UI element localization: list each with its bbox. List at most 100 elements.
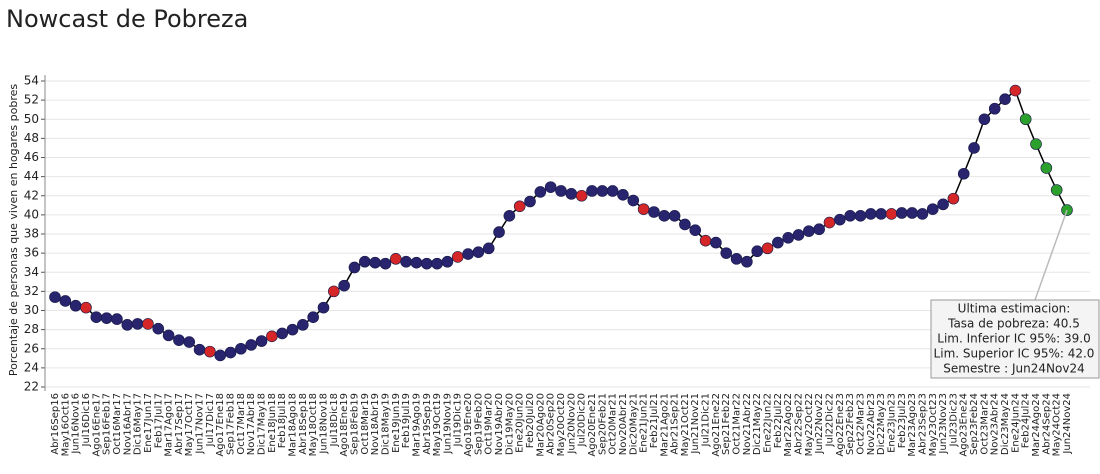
x-tick-label: Ago17Ene18 <box>215 393 226 457</box>
x-tick-label: Jun19Nov19 <box>442 393 453 455</box>
x-tick-label: Ene22Jun22 <box>763 393 774 453</box>
point <box>49 291 61 303</box>
x-tick-label: Mar19Ago19 <box>411 393 422 457</box>
x-tick-label: Ago18Ene19 <box>339 393 350 457</box>
point <box>111 313 123 325</box>
point <box>782 232 794 244</box>
x-tick-label: Jun20Nov20 <box>566 393 577 455</box>
point <box>565 188 578 200</box>
x-tick-label: Abr23Sep23 <box>917 393 928 455</box>
x-tick-label: Abr22Sep22 <box>794 393 805 455</box>
point <box>895 207 908 219</box>
point <box>679 218 691 231</box>
point <box>369 256 381 269</box>
point <box>69 299 82 312</box>
x-tick-label: Feb17Jul17 <box>153 393 164 448</box>
tooltip-text: Lim. Superior IC 95%: 42.0 <box>934 347 1095 361</box>
y-tick-label: 30 <box>24 303 39 317</box>
x-tick-label: Ago19Ene20 <box>463 393 474 457</box>
x-tick-label: Dic21May22 <box>752 393 763 455</box>
x-tick-label: Nov16Abr17 <box>122 393 133 455</box>
x-tick-label: Dic19May20 <box>504 393 515 455</box>
x-tick-label: Ago22Ene23 <box>835 393 846 457</box>
point <box>173 334 185 346</box>
x-tick-label: Oct23Mar24 <box>979 393 990 455</box>
point <box>142 318 154 330</box>
x-tick-label: Sep22Feb23 <box>845 393 856 455</box>
point <box>627 194 640 207</box>
x-tick-label: Nov22Abr23 <box>866 393 877 455</box>
y-tick-label: 32 <box>24 284 39 298</box>
point <box>214 349 227 362</box>
x-tick-label: Ago21Ene22 <box>711 393 722 457</box>
x-tick-label: Mar20Ago20 <box>535 393 546 457</box>
y-tick-label: 54 <box>24 74 39 88</box>
point <box>307 311 319 323</box>
y-tick-label: 36 <box>24 246 39 260</box>
point <box>493 226 505 238</box>
x-tick-label: May24Oct24 <box>1052 393 1063 456</box>
x-tick-label: Abr24Sep24 <box>1041 393 1052 455</box>
point <box>513 200 526 213</box>
x-tick-label: Oct16Mar17 <box>112 393 123 455</box>
point <box>1009 84 1022 97</box>
x-tick-label: May22Oct22 <box>804 393 815 456</box>
x-tick-label: May17Oct17 <box>184 393 195 456</box>
y-tick-label: 34 <box>24 265 39 279</box>
x-tick-label: May16Oct16 <box>60 393 71 456</box>
point <box>121 319 134 331</box>
x-tick-label: Oct19Mar20 <box>484 393 495 455</box>
x-tick-label: Jun23Nov23 <box>938 393 949 455</box>
x-tick-label: Jul16Dic16 <box>81 393 92 448</box>
x-tick-label: Nov21Abr22 <box>742 393 753 455</box>
x-tick-label: Mar22Ago22 <box>783 393 794 457</box>
x-tick-label: May19Oct19 <box>432 393 443 456</box>
x-tick-label: Sep19Feb20 <box>473 393 484 455</box>
x-tick-label: Dic17May18 <box>257 393 268 455</box>
x-tick-label: Ene24Jun24 <box>1010 393 1021 453</box>
point <box>730 253 743 265</box>
point <box>431 257 443 270</box>
x-tick-label: Sep17Feb18 <box>226 393 237 455</box>
point <box>266 330 278 343</box>
x-tick-label: Feb23Jul23 <box>897 393 908 448</box>
x-tick-label: May20Oct20 <box>556 393 567 456</box>
x-tick-label: May21Oct21 <box>680 393 691 456</box>
x-tick-label: Abr20Sep20 <box>546 393 557 455</box>
x-tick-label: Feb24Jul24 <box>1021 393 1032 448</box>
point <box>204 345 216 358</box>
tooltip-text: Tasa de pobreza: 40.5 <box>947 317 1080 331</box>
point <box>689 224 702 236</box>
point <box>328 285 340 298</box>
x-tick-label: Dic16May17 <box>133 393 144 455</box>
point <box>286 323 299 336</box>
tooltip-text: Semestre : Jun24Nov24 <box>943 362 1084 376</box>
x-tick-label: Jul19Dic19 <box>453 393 464 448</box>
x-tick-label: Abr17Sep17 <box>174 393 185 455</box>
point <box>596 185 609 197</box>
point <box>864 208 877 220</box>
point <box>937 198 949 211</box>
point <box>152 322 165 335</box>
tooltip-box <box>930 299 1100 379</box>
point <box>462 248 474 260</box>
x-tick-label: Feb20Jul20 <box>525 393 536 448</box>
point <box>297 319 309 331</box>
point <box>245 339 258 351</box>
point <box>451 251 464 263</box>
point <box>658 210 671 222</box>
x-tick-label: Jul18Dic18 <box>329 393 340 448</box>
x-tick-label: Ago16Ene17 <box>91 393 102 457</box>
x-tick-label: Nov20Abr21 <box>618 393 629 455</box>
point <box>586 185 598 197</box>
point <box>400 255 412 268</box>
y-tick-label: 40 <box>24 207 39 221</box>
x-tick-label: Abr18Sep18 <box>298 393 309 455</box>
point <box>823 216 836 229</box>
point <box>813 223 825 236</box>
point <box>957 167 970 180</box>
y-tick-label: 22 <box>24 380 39 394</box>
y-axis-label: Porcentaje de personas que viven en hoga… <box>7 84 20 377</box>
point <box>834 213 846 226</box>
